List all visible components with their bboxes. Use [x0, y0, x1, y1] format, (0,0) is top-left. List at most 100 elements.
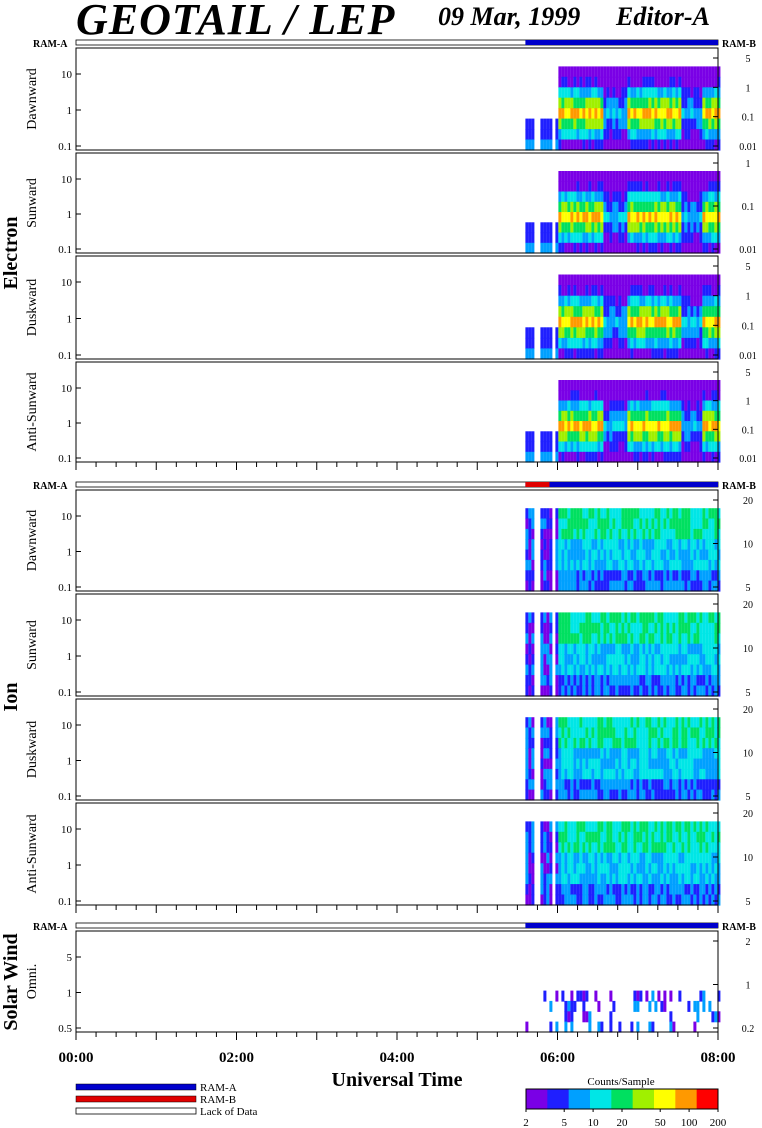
- spectrogram-cell: [675, 789, 679, 801]
- spectrogram-cell: [660, 139, 664, 151]
- spectrogram-cell: [582, 316, 586, 328]
- spectrogram-cell: [555, 675, 559, 687]
- spectrogram-cell: [561, 451, 565, 463]
- spectrogram-cell: [717, 337, 721, 350]
- spectrogram-cell: [654, 108, 658, 120]
- spectrogram-cell: [642, 580, 646, 592]
- spectrogram-cell: [630, 431, 634, 443]
- spectrogram-cell: [615, 831, 619, 843]
- spectrogram-cell: [693, 97, 697, 109]
- spectrogram-cell: [690, 559, 694, 571]
- spectrogram-cell: [660, 842, 664, 854]
- spectrogram-cell: [681, 789, 685, 801]
- spectrogram-cell: [657, 441, 661, 453]
- spectrogram-cell: [594, 129, 598, 141]
- spectrogram-cell: [612, 212, 616, 223]
- spectrogram-cell: [594, 171, 598, 182]
- spectrogram-cell: [624, 863, 628, 875]
- spectrogram-cell: [633, 327, 637, 339]
- spectrogram-cell: [558, 181, 562, 193]
- spectrogram-cell: [696, 842, 700, 854]
- spectrogram-cell: [651, 779, 655, 791]
- spectrogram-cell: [708, 758, 712, 770]
- spectrogram-cell: [693, 337, 697, 350]
- spectrogram-cell: [570, 842, 574, 854]
- spectrogram-cell: [636, 191, 640, 203]
- spectrogram-cell: [606, 171, 610, 182]
- spectrogram-cell: [699, 191, 703, 203]
- spectrogram-cell: [639, 580, 643, 592]
- spectrogram-cell: [672, 242, 676, 254]
- spectrogram-cell: [711, 390, 715, 402]
- spectrogram-cell: [645, 559, 649, 571]
- spectrogram-cell: [657, 274, 661, 286]
- spectrogram-cell: [615, 622, 619, 634]
- spectrogram-cell: [690, 306, 694, 318]
- spectrogram-cell: [576, 274, 580, 286]
- spectrogram-cell: [588, 1011, 592, 1023]
- spectrogram-cell: [621, 306, 625, 318]
- spectrogram-cell: [588, 633, 592, 645]
- spectrogram-cell: [636, 580, 640, 592]
- spectrogram-cell: [585, 831, 589, 843]
- spectrogram-cell: [714, 108, 718, 120]
- spectrogram-cell: [690, 76, 694, 88]
- spectrogram-cell: [603, 863, 607, 875]
- spectrogram-cell: [636, 285, 640, 297]
- spectrogram-cell: [588, 863, 592, 875]
- spectrogram-cell: [663, 201, 667, 213]
- spectrogram-cell: [585, 327, 589, 339]
- spectrogram-cell: [657, 66, 661, 78]
- spectrogram-cell: [675, 821, 679, 833]
- spectrogram-cell: [675, 285, 679, 297]
- spectrogram-cell: [627, 727, 631, 739]
- spectrogram-cell: [606, 76, 610, 88]
- spectrogram-cell: [597, 108, 601, 120]
- spectrogram-cell: [648, 201, 652, 213]
- spectrogram-cell: [711, 306, 715, 318]
- spectrogram-cell: [702, 421, 706, 432]
- spectrogram-cell: [657, 139, 661, 151]
- spectrogram-cell: [639, 118, 643, 130]
- spectrogram-cell: [690, 201, 694, 213]
- spectrogram-cell: [567, 685, 571, 697]
- spectrogram-cell: [657, 316, 661, 328]
- spectrogram-cell: [531, 831, 535, 843]
- spectrogram-cell: [717, 789, 721, 801]
- spectrogram-cell: [639, 232, 643, 244]
- spectrogram-cell: [597, 451, 601, 463]
- spectrogram-cell: [603, 508, 607, 520]
- spectrogram-cell: [648, 539, 652, 551]
- spectrogram-cell: [627, 779, 631, 791]
- spectrogram-cell: [525, 758, 529, 770]
- spectrogram-cell: [630, 295, 634, 307]
- spectrogram-cell: [576, 451, 580, 463]
- spectrogram-cell: [555, 779, 559, 791]
- spectrogram-cell: [684, 181, 688, 193]
- spectrogram-cell: [564, 431, 568, 443]
- spectrogram-cell: [612, 894, 616, 906]
- spectrogram-cell: [687, 337, 691, 350]
- spectrogram-cell: [666, 348, 670, 360]
- spectrogram-cell: [714, 664, 718, 676]
- spectrogram-cell: [618, 559, 622, 571]
- spectrogram-cell: [615, 842, 619, 854]
- spectrogram-cell: [531, 737, 535, 749]
- spectrogram-cell: [558, 410, 562, 422]
- spectrogram-cell: [681, 118, 685, 130]
- spectrogram-cell: [588, 685, 592, 697]
- spectrogram-cell: [642, 66, 646, 78]
- right-tick-label: 1: [746, 159, 751, 170]
- spectrogram-cell: [630, 622, 634, 634]
- spectrogram-cell: [654, 348, 658, 360]
- spectrogram-cell: [660, 451, 664, 463]
- right-tick-label: 0.2: [742, 1024, 755, 1035]
- spectrogram-cell: [711, 451, 715, 463]
- spectrogram-cell: [540, 222, 544, 234]
- spectrogram-cell: [714, 431, 718, 443]
- spectrogram-cell: [717, 87, 721, 99]
- spectrogram-cell: [690, 212, 694, 223]
- spectrogram-cell: [717, 559, 721, 571]
- spectrogram-cell: [696, 232, 700, 244]
